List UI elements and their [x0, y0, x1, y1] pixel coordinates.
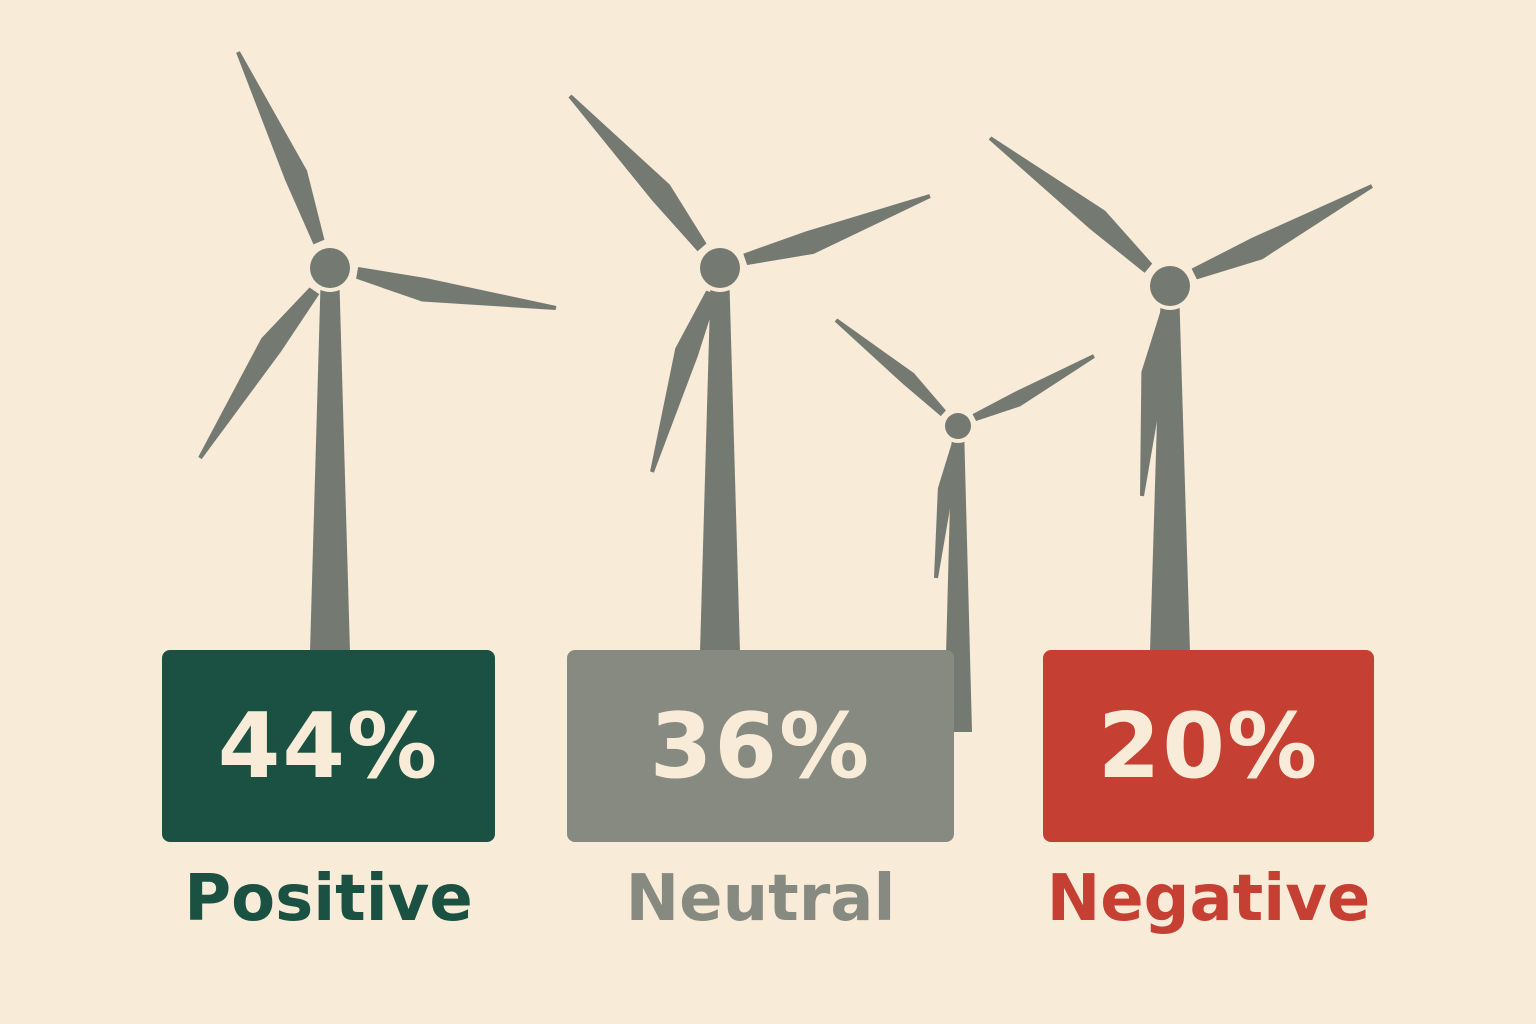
turbine-2-blade-0 — [834, 318, 946, 417]
turbine-0-tower — [310, 268, 350, 652]
turbine-1-hub — [700, 248, 740, 288]
label-negative: Negative — [1046, 862, 1371, 936]
turbine-0-blade-0 — [236, 51, 325, 245]
value-negative: 20% — [1097, 693, 1320, 799]
value-neutral: 36% — [649, 693, 872, 799]
turbine-3-blade-0 — [988, 136, 1153, 273]
turbine-0-hub — [310, 248, 350, 288]
tile-neutral: 36% — [567, 650, 954, 842]
turbine-1-blade-0 — [568, 94, 707, 252]
turbine-1-blade-2 — [650, 290, 718, 473]
turbine-1-blade-1 — [743, 194, 931, 265]
turbine-2-hub — [945, 413, 971, 439]
tile-positive: 44% — [162, 650, 495, 842]
label-neutral: Neutral — [625, 862, 896, 936]
turbine-2-blade-1 — [972, 354, 1095, 422]
tile-negative: 20% — [1043, 650, 1374, 842]
turbine-1-tower — [700, 268, 740, 652]
turbine-2-blade-2 — [934, 443, 960, 579]
label-positive: Positive — [184, 862, 473, 936]
turbine-0-blade-1 — [356, 266, 557, 310]
turbine-3-hub — [1150, 266, 1190, 306]
value-positive: 44% — [217, 693, 440, 799]
turbine-0-blade-2 — [198, 287, 320, 460]
turbine-3-blade-2 — [1140, 310, 1173, 497]
turbine-3-blade-1 — [1191, 184, 1373, 280]
